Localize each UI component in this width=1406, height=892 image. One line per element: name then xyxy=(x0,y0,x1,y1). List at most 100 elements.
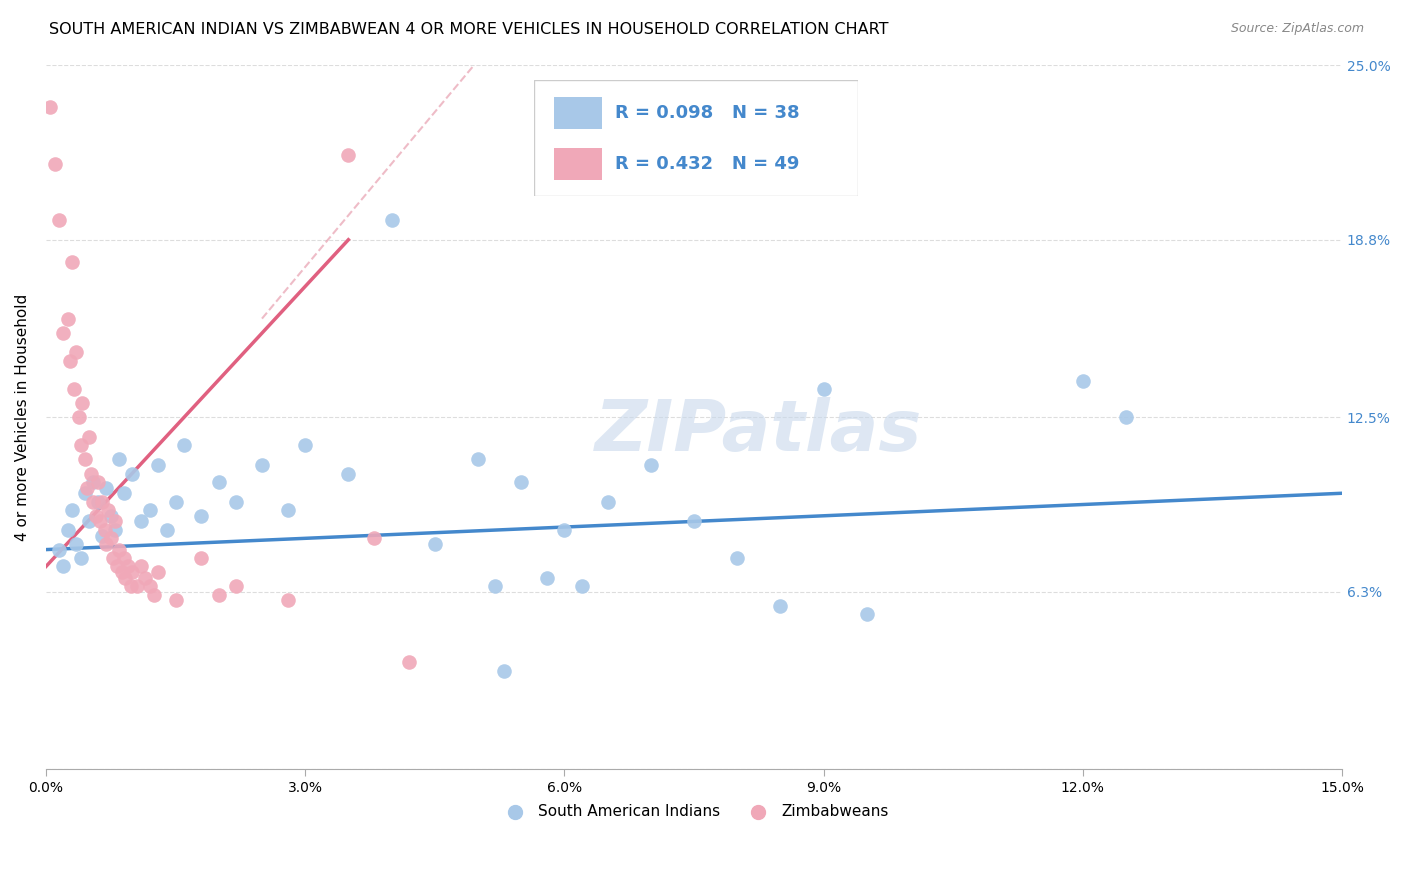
Point xyxy=(104,515,127,529)
Point xyxy=(129,515,152,529)
Point xyxy=(337,148,360,162)
Point xyxy=(121,467,143,481)
Point xyxy=(59,354,82,368)
Point xyxy=(82,494,104,508)
Point xyxy=(134,571,156,585)
FancyBboxPatch shape xyxy=(534,80,858,196)
Point xyxy=(277,593,299,607)
Point xyxy=(129,559,152,574)
Point xyxy=(65,345,87,359)
Point xyxy=(138,503,160,517)
Point xyxy=(337,467,360,481)
Point xyxy=(173,438,195,452)
Point xyxy=(225,579,247,593)
Point xyxy=(103,551,125,566)
Point xyxy=(165,593,187,607)
Y-axis label: 4 or more Vehicles in Household: 4 or more Vehicles in Household xyxy=(15,293,30,541)
Point xyxy=(96,481,118,495)
Point xyxy=(91,528,114,542)
Point xyxy=(108,542,131,557)
Point xyxy=(510,475,533,489)
Point xyxy=(52,326,75,340)
Point xyxy=(148,458,170,472)
Point xyxy=(112,551,135,566)
Point xyxy=(89,515,111,529)
Point xyxy=(208,475,231,489)
Point xyxy=(112,486,135,500)
Point xyxy=(190,551,212,566)
Point xyxy=(100,508,122,523)
Text: Source: ZipAtlas.com: Source: ZipAtlas.com xyxy=(1230,22,1364,36)
Point xyxy=(855,607,877,622)
Point xyxy=(91,494,114,508)
Point xyxy=(60,503,83,517)
Point xyxy=(467,452,489,467)
Point xyxy=(80,467,103,481)
Point xyxy=(73,452,96,467)
Point xyxy=(77,515,100,529)
Point xyxy=(69,551,91,566)
Point xyxy=(87,475,110,489)
Point xyxy=(77,430,100,444)
Bar xyxy=(554,147,602,180)
Point xyxy=(48,542,70,557)
Point xyxy=(725,551,748,566)
Point xyxy=(143,588,166,602)
Point xyxy=(208,588,231,602)
Point xyxy=(93,523,115,537)
Legend: South American Indians, Zimbabweans: South American Indians, Zimbabweans xyxy=(494,797,894,825)
Point xyxy=(60,255,83,269)
Point xyxy=(100,532,122,546)
Point xyxy=(190,508,212,523)
Point xyxy=(108,452,131,467)
Point xyxy=(67,410,90,425)
Point xyxy=(484,579,506,593)
Point xyxy=(225,494,247,508)
Point xyxy=(114,571,136,585)
Point xyxy=(120,579,142,593)
Point xyxy=(553,523,575,537)
Point xyxy=(87,494,110,508)
Point xyxy=(65,537,87,551)
Point xyxy=(277,503,299,517)
Point xyxy=(536,571,558,585)
Point xyxy=(52,559,75,574)
Point xyxy=(1115,410,1137,425)
Point xyxy=(121,565,143,579)
Point xyxy=(48,213,70,227)
Point xyxy=(381,213,404,227)
Point xyxy=(117,559,139,574)
Point xyxy=(104,523,127,537)
Point xyxy=(105,559,128,574)
Point xyxy=(69,438,91,452)
Text: R = 0.098   N = 38: R = 0.098 N = 38 xyxy=(616,103,800,121)
Bar xyxy=(554,96,602,129)
Text: SOUTH AMERICAN INDIAN VS ZIMBABWEAN 4 OR MORE VEHICLES IN HOUSEHOLD CORRELATION : SOUTH AMERICAN INDIAN VS ZIMBABWEAN 4 OR… xyxy=(49,22,889,37)
Point xyxy=(813,382,835,396)
Point xyxy=(73,486,96,500)
Point xyxy=(76,481,98,495)
Point xyxy=(640,458,662,472)
Point xyxy=(148,565,170,579)
Point xyxy=(82,475,104,489)
Point xyxy=(84,508,107,523)
Point xyxy=(62,382,84,396)
Point xyxy=(683,515,706,529)
Point xyxy=(769,599,792,613)
Point xyxy=(72,396,94,410)
Point xyxy=(165,494,187,508)
Point xyxy=(492,664,515,678)
Point xyxy=(44,157,66,171)
Point xyxy=(138,579,160,593)
Point xyxy=(1071,374,1094,388)
Text: ZIPatlas: ZIPatlas xyxy=(595,397,922,466)
Point xyxy=(294,438,316,452)
Point xyxy=(423,537,446,551)
Point xyxy=(96,537,118,551)
Point xyxy=(156,523,179,537)
Point xyxy=(56,523,79,537)
Point xyxy=(398,655,420,669)
Point xyxy=(363,532,385,546)
Point xyxy=(111,565,134,579)
Point xyxy=(250,458,273,472)
